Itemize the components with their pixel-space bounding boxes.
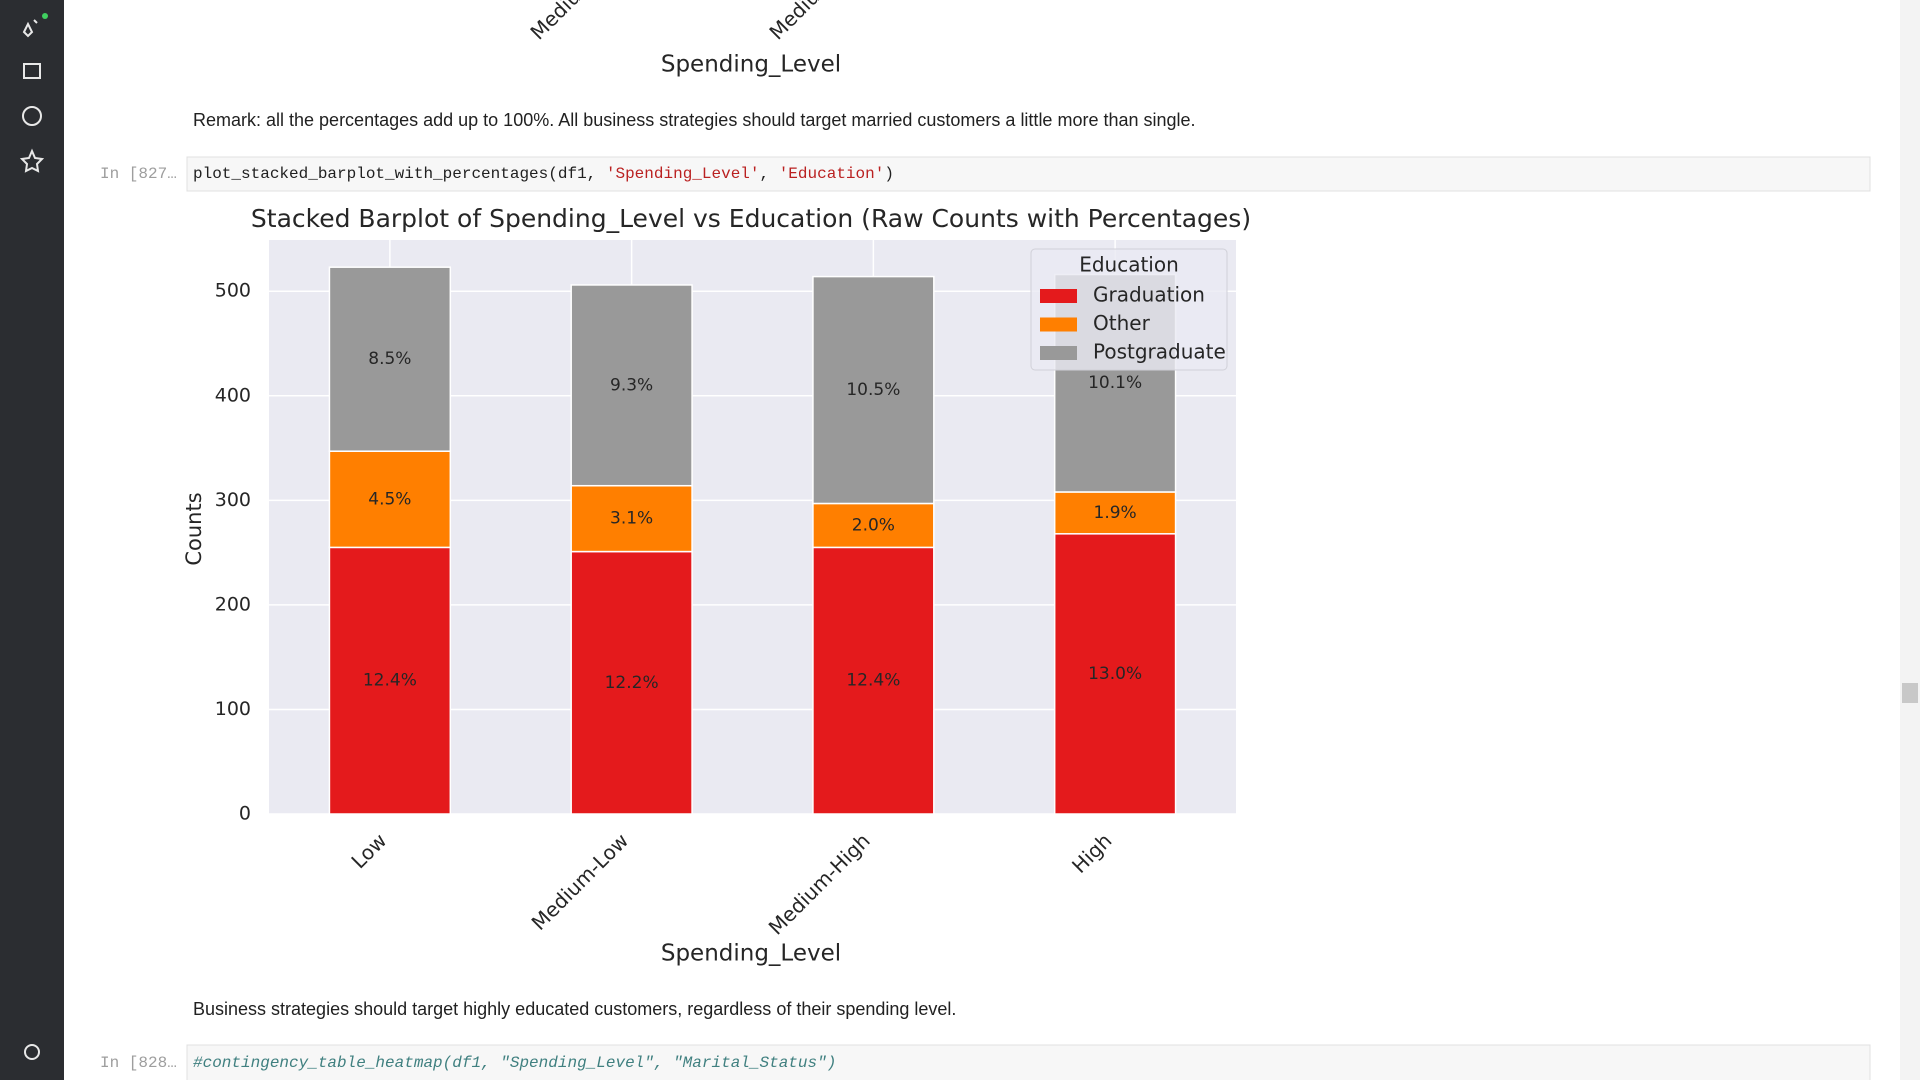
data-label: 12.2% (605, 673, 659, 693)
y-axis-label: Counts (182, 492, 206, 565)
y-tick-label: 0 (239, 803, 251, 825)
bar-segment (570, 284, 693, 487)
chart: Stacked Barplot of Spending_Level vs Edu… (182, 204, 1251, 967)
status-dot (42, 13, 48, 19)
x-tick-label: Medium-Low (527, 828, 633, 934)
code-line: plot_stacked_barplot_with_percentages(df… (193, 165, 894, 183)
bar-segment (328, 546, 452, 815)
code-string: 'Spending_Level' (606, 165, 760, 183)
data-label: 10.1% (1088, 373, 1142, 393)
data-label: 4.5% (368, 489, 411, 509)
code: ) (884, 165, 894, 183)
data-label: 3.1% (610, 509, 653, 529)
legend-swatch (1040, 289, 1077, 303)
x-tick-label: Low (346, 828, 391, 873)
x-axis-label: Spending_Level (661, 941, 841, 967)
x-tick-label: Medium-High (764, 828, 875, 939)
data-label: 1.9% (1094, 503, 1137, 523)
sidebar-icons (19, 13, 48, 1060)
bar-segment (570, 550, 693, 815)
data-label: 9.3% (610, 375, 653, 395)
bar-segment (1053, 533, 1177, 815)
data-label: 12.4% (846, 671, 900, 691)
legend-title: Education (1079, 253, 1179, 277)
legend-box (1030, 248, 1228, 371)
y-tick-label: 300 (215, 489, 251, 511)
legend-label: Graduation (1093, 283, 1205, 307)
code-cell[interactable] (186, 1044, 1871, 1080)
markdown-text: Remark: all the percentages add up to 10… (193, 110, 1196, 130)
markdown-text: Business strategies should target highly… (193, 999, 956, 1019)
history-icon[interactable] (22, 106, 42, 126)
bar-segment (328, 450, 452, 549)
prev-x-axis-label: Spending_Level (661, 52, 841, 78)
code: plot_stacked_barplot_with_percentages(df… (193, 165, 606, 183)
prev-x-tick-label: Medium-High (764, 0, 875, 44)
settings-icon[interactable] (24, 1044, 40, 1060)
sidebar (0, 0, 64, 1080)
ai-icon[interactable] (22, 19, 38, 38)
chart-title: Stacked Barplot of Spending_Level vs Edu… (251, 204, 1251, 233)
star-icon[interactable] (19, 148, 45, 173)
scrollbar[interactable] (1900, 0, 1920, 1080)
save-icon[interactable] (23, 63, 41, 79)
y-tick-label: 200 (215, 593, 251, 615)
y-tick-label: 400 (215, 384, 251, 406)
code-string: 'Education' (779, 165, 885, 183)
code: , (760, 165, 779, 183)
bar-segment (1053, 491, 1177, 535)
legend-label: Other (1093, 311, 1151, 335)
code-cell[interactable] (186, 156, 1871, 192)
y-tick-label: 100 (215, 698, 251, 720)
y-tick-label: 500 (215, 280, 251, 302)
bar-segment (570, 484, 693, 553)
code-comment: #contingency_table_heatmap(df1, "Spendin… (193, 1054, 836, 1072)
data-label: 10.5% (846, 380, 900, 400)
bar-segment (812, 275, 935, 505)
legend-swatch (1040, 317, 1077, 332)
bar-segment (328, 266, 452, 452)
cell-prompt: In [828… (100, 1054, 177, 1072)
x-tick-label: High (1067, 828, 1116, 877)
data-label: 2.0% (852, 515, 895, 535)
data-label: 13.0% (1088, 664, 1142, 684)
cell-prompt: In [827… (100, 165, 177, 183)
data-label: 8.5% (368, 349, 411, 369)
prev-x-tick-label: Medium-Low (525, 0, 631, 44)
bar-segment (812, 546, 935, 815)
legend-swatch (1040, 346, 1077, 360)
data-label: 12.4% (363, 671, 417, 691)
legend-label: Postgraduate (1093, 340, 1226, 364)
scroll-thumb[interactable] (1902, 683, 1918, 703)
